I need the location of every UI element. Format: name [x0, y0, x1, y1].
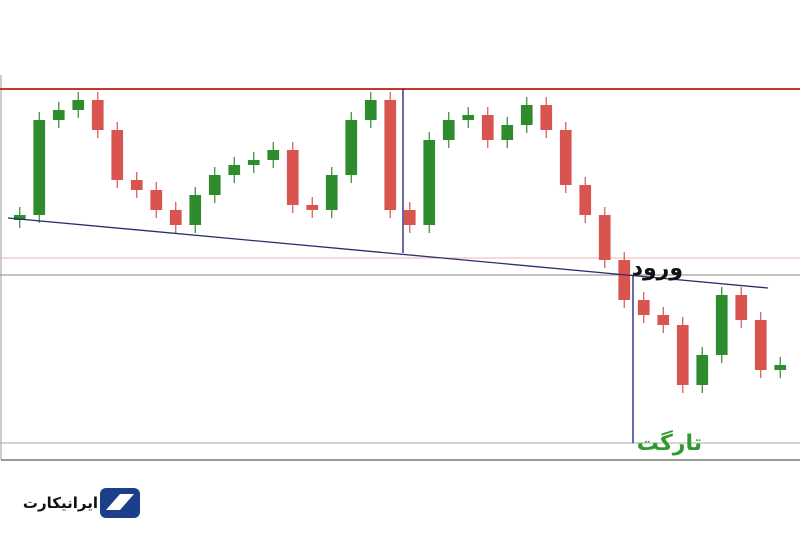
logo-icon-shape — [106, 494, 134, 510]
candle-body — [676, 325, 689, 385]
candle-body — [540, 105, 553, 130]
candle-body — [247, 160, 260, 165]
candle-body — [169, 210, 182, 225]
candle-body — [72, 100, 85, 110]
candle-body — [384, 100, 397, 210]
logo: ایرانیکارت — [23, 488, 140, 518]
candle-body — [462, 115, 475, 120]
candle-body — [579, 185, 592, 215]
candle-body — [754, 320, 767, 370]
candle-body — [501, 125, 514, 140]
candle-body — [735, 295, 748, 320]
logo-text: ایرانیکارت — [23, 494, 98, 512]
candle-body — [559, 130, 572, 185]
candle-body — [637, 300, 650, 315]
candle-body — [111, 130, 124, 180]
candle-body — [52, 110, 65, 120]
candle-body — [598, 215, 611, 260]
candle-body — [325, 175, 338, 210]
candle-body — [774, 365, 787, 370]
trend-line — [7, 217, 769, 289]
candle-body — [618, 260, 631, 300]
candle-body — [442, 120, 455, 140]
candle-body — [715, 295, 728, 355]
candle-body — [286, 150, 299, 205]
candle-body — [403, 210, 416, 225]
candle-body — [189, 195, 202, 225]
candle-body — [657, 315, 670, 325]
candle-body — [13, 215, 26, 220]
candle-body — [267, 150, 280, 160]
target-label: تارگت — [637, 429, 702, 456]
candle-body — [306, 205, 319, 210]
candle-body — [150, 190, 163, 210]
candle-body — [696, 355, 709, 385]
candle-body — [208, 175, 221, 195]
candle-body — [33, 120, 46, 215]
candles — [13, 92, 787, 393]
candle-body — [130, 180, 143, 190]
candle-body — [91, 100, 104, 130]
candle-body — [345, 120, 358, 175]
candle-body — [520, 105, 533, 125]
candle-body — [423, 140, 436, 225]
candle-body — [228, 165, 241, 175]
candle-body — [481, 115, 494, 140]
entry-label: ورود — [632, 256, 683, 281]
candle-body — [364, 100, 377, 120]
